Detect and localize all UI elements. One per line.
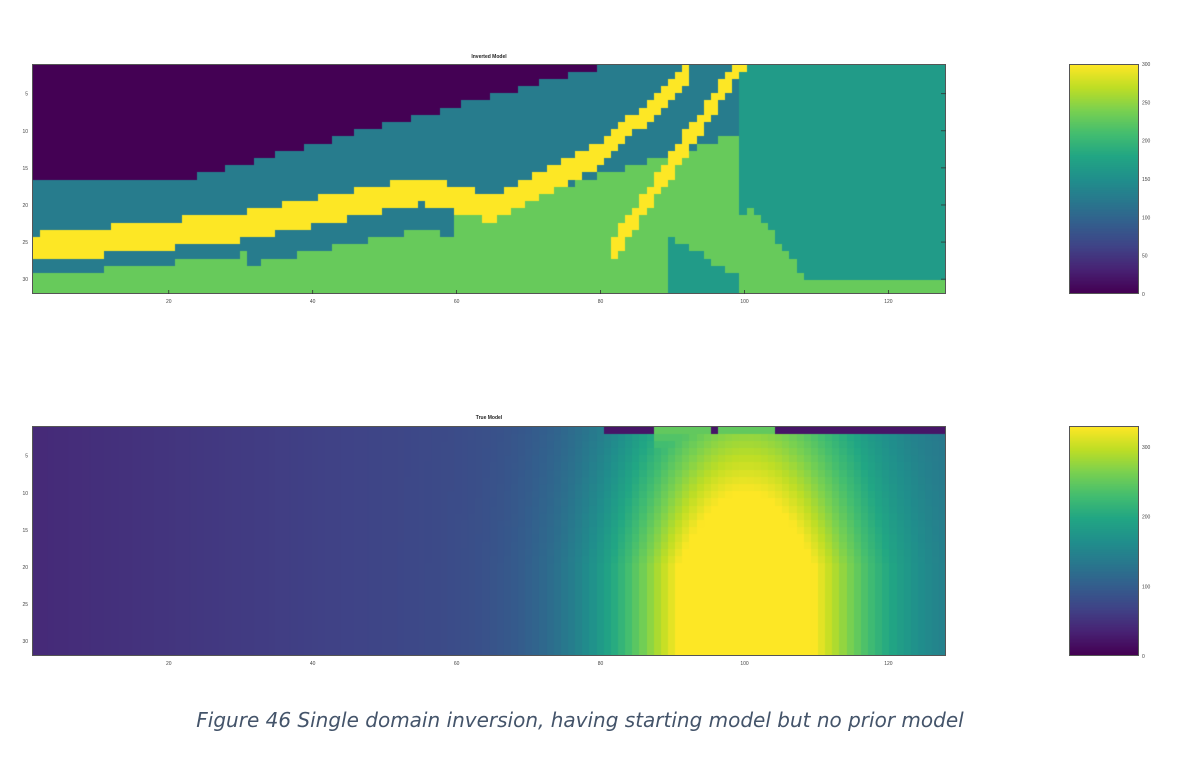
colorbar-tick-label: 0 bbox=[1142, 292, 1145, 298]
colorbar-tick-label: 200 bbox=[1142, 515, 1151, 521]
x-tick-label: 100 bbox=[740, 661, 749, 667]
y-tick-label: 15 bbox=[22, 528, 28, 534]
y-tick-label: 25 bbox=[22, 602, 28, 608]
y-tick-label: 15 bbox=[22, 166, 28, 172]
colorbar-tick-label: 250 bbox=[1142, 100, 1151, 106]
panel-title-true: True Model bbox=[475, 415, 503, 421]
x-tick-label: 20 bbox=[166, 299, 172, 305]
y-tick-label: 10 bbox=[22, 491, 28, 497]
colorbar-tick-label: 200 bbox=[1142, 139, 1151, 145]
colorbar-canvas-inverted bbox=[1070, 65, 1138, 293]
colorbar-tick-label: 100 bbox=[1142, 584, 1151, 590]
x-tick-label: 120 bbox=[884, 661, 893, 667]
colorbar-tick-label: 50 bbox=[1142, 254, 1148, 260]
colorbar-true-model bbox=[1069, 426, 1139, 656]
panel-title-inverted: Inverted Model bbox=[471, 54, 507, 60]
x-tick-label: 120 bbox=[884, 299, 893, 305]
heatmap-true-model bbox=[32, 426, 946, 656]
x-tick-label: 60 bbox=[454, 299, 460, 305]
y-tick-label: 25 bbox=[22, 240, 28, 246]
heatmap-canvas-true bbox=[33, 427, 945, 655]
y-tick-label: 5 bbox=[25, 454, 28, 460]
figure-caption: Figure 46 Single domain inversion, havin… bbox=[196, 708, 964, 732]
x-tick-label: 80 bbox=[598, 661, 604, 667]
heatmap-canvas-inverted bbox=[33, 65, 945, 293]
colorbar-tick-label: 0 bbox=[1142, 654, 1145, 660]
x-tick-label: 100 bbox=[740, 299, 749, 305]
y-tick-label: 20 bbox=[22, 203, 28, 209]
x-tick-label: 40 bbox=[310, 661, 316, 667]
y-tick-label: 30 bbox=[22, 277, 28, 283]
colorbar-tick-label: 300 bbox=[1142, 445, 1151, 451]
x-tick-label: 20 bbox=[166, 661, 172, 667]
colorbar-tick-label: 150 bbox=[1142, 177, 1151, 183]
x-tick-label: 40 bbox=[310, 299, 316, 305]
y-tick-label: 20 bbox=[22, 565, 28, 571]
y-tick-label: 5 bbox=[25, 92, 28, 98]
x-tick-label: 80 bbox=[598, 299, 604, 305]
y-tick-label: 10 bbox=[22, 129, 28, 135]
colorbar-tick-label: 300 bbox=[1142, 62, 1151, 68]
colorbar-inverted-model bbox=[1069, 64, 1139, 294]
colorbar-tick-label: 100 bbox=[1142, 215, 1151, 221]
x-tick-label: 60 bbox=[454, 661, 460, 667]
y-tick-label: 30 bbox=[22, 639, 28, 645]
colorbar-canvas-true bbox=[1070, 427, 1138, 655]
heatmap-inverted-model bbox=[32, 64, 946, 294]
